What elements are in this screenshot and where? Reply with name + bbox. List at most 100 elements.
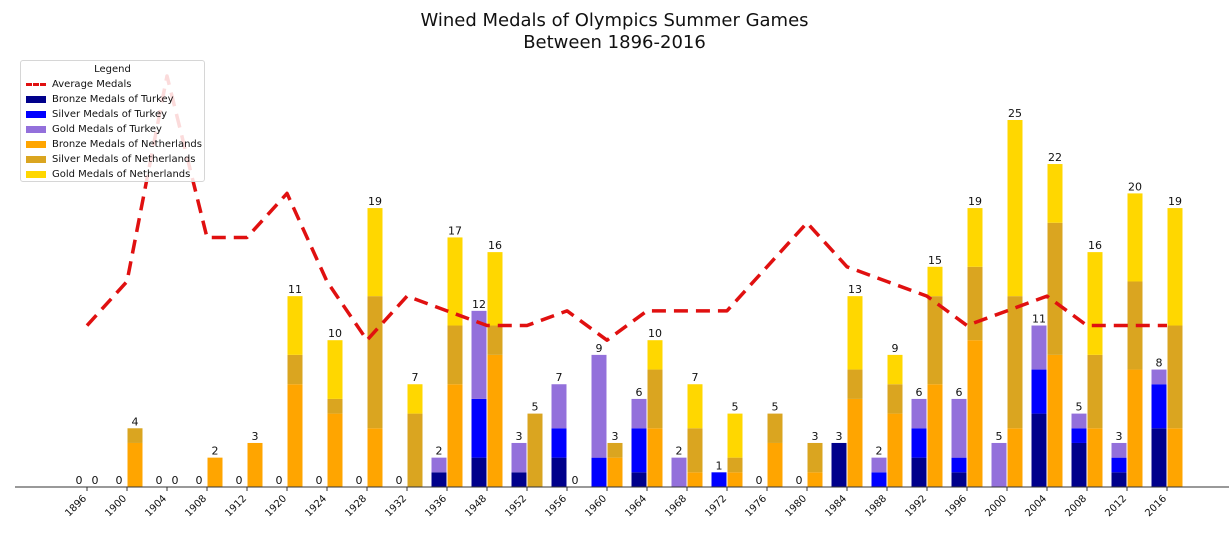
bar-bronze-medals-of-netherlands-1928 — [367, 428, 383, 487]
bar-gold-medals-of-netherlands-2000 — [1007, 120, 1023, 297]
legend-label: Average Medals — [52, 79, 132, 90]
bar-silver-medals-of-netherlands-1972 — [727, 457, 743, 473]
bar-silver-medals-of-turkey-1956 — [551, 428, 567, 458]
bar-bronze-medals-of-netherlands-2012 — [1127, 369, 1143, 487]
x-tick-label-2008: 2008 — [1063, 493, 1089, 519]
bar-bronze-medals-of-turkey-1964 — [631, 472, 647, 487]
legend-label: Gold Medals of Turkey — [52, 124, 162, 135]
bar-gold-medals-of-netherlands-1964 — [647, 340, 663, 370]
x-tick-label-1948: 1948 — [463, 493, 489, 519]
x-tick-label-1980: 1980 — [783, 493, 809, 519]
bar-silver-medals-of-netherlands-2012 — [1127, 281, 1143, 370]
x-tick-label-2004: 2004 — [1023, 493, 1049, 519]
bar-total-label-netherlands-1980: 3 — [812, 430, 819, 443]
bar-silver-medals-of-netherlands-1988 — [887, 384, 903, 414]
bar-gold-medals-of-turkey-1988 — [871, 457, 887, 473]
x-tick-label-1908: 1908 — [183, 493, 209, 519]
x-tick-label-1960: 1960 — [583, 493, 609, 519]
legend-label: Bronze Medals of Turkey — [52, 94, 174, 105]
bar-bronze-medals-of-netherlands-1992 — [927, 384, 943, 487]
x-tick-label-1900: 1900 — [103, 493, 129, 519]
bar-bronze-medals-of-turkey-2012 — [1111, 472, 1127, 487]
bar-total-label-netherlands-1908: 2 — [212, 445, 219, 458]
x-tick-label-1988: 1988 — [863, 493, 889, 519]
x-tick-label-1952: 1952 — [503, 493, 529, 519]
legend-item-silver-netherlands: Silver Medals of Netherlands — [21, 152, 204, 167]
bar-total-label-turkey-1976: 0 — [756, 474, 763, 487]
x-tick-label-1996: 1996 — [943, 493, 969, 519]
bar-silver-medals-of-netherlands-1964 — [647, 369, 663, 429]
bar-gold-medals-of-netherlands-1928 — [367, 208, 383, 297]
x-tick-label-1896: 1896 — [63, 493, 89, 519]
bar-silver-medals-of-netherlands-1932 — [407, 413, 423, 487]
legend-item-bronze-turkey: Bronze Medals of Turkey — [21, 92, 204, 107]
bar-total-label-netherlands-1984: 13 — [848, 283, 862, 296]
bar-silver-medals-of-netherlands-1952 — [527, 413, 543, 487]
bar-bronze-medals-of-netherlands-1912 — [247, 442, 263, 487]
bar-total-label-netherlands-1904: 0 — [172, 474, 179, 487]
bar-total-label-netherlands-1936: 17 — [448, 224, 462, 237]
bar-silver-medals-of-turkey-1988 — [871, 472, 887, 487]
bar-gold-medals-of-netherlands-1936 — [447, 237, 463, 326]
bar-gold-medals-of-netherlands-2012 — [1127, 193, 1143, 282]
x-tick-label-1920: 1920 — [263, 493, 289, 519]
bar-silver-medals-of-turkey-1972 — [711, 472, 727, 487]
legend-label: Silver Medals of Turkey — [52, 109, 168, 120]
bar-total-label-netherlands-1928: 19 — [368, 195, 382, 208]
bar-bronze-medals-of-netherlands-2000 — [1007, 428, 1023, 487]
bar-bronze-medals-of-turkey-2016 — [1151, 428, 1167, 487]
bar-gold-medals-of-turkey-2008 — [1071, 413, 1087, 429]
bar-bronze-medals-of-netherlands-1996 — [967, 340, 983, 487]
legend-swatch-silver-netherlands — [26, 156, 46, 163]
bar-bronze-medals-of-netherlands-1980 — [807, 472, 823, 487]
x-tick-label-2012: 2012 — [1103, 493, 1129, 519]
legend-item-silver-turkey: Silver Medals of Turkey — [21, 107, 204, 122]
bar-silver-medals-of-turkey-1964 — [631, 428, 647, 473]
bar-gold-medals-of-netherlands-2004 — [1047, 164, 1063, 223]
x-tick-label-1936: 1936 — [423, 493, 449, 519]
x-tick-label-1972: 1972 — [703, 493, 729, 519]
legend-item-bronze-netherlands: Bronze Medals of Netherlands — [21, 137, 204, 152]
bar-total-label-netherlands-1896: 0 — [92, 474, 99, 487]
bar-total-label-turkey-2008: 5 — [1076, 401, 1083, 414]
bar-total-label-netherlands-1968: 7 — [692, 371, 699, 384]
bar-total-label-netherlands-1924: 10 — [328, 327, 342, 340]
x-tick-label-1932: 1932 — [383, 493, 409, 519]
x-tick-label-1968: 1968 — [663, 493, 689, 519]
legend-swatch-gold-netherlands — [26, 171, 46, 178]
bar-bronze-medals-of-turkey-2008 — [1071, 442, 1087, 487]
bar-gold-medals-of-netherlands-1972 — [727, 413, 743, 458]
bar-total-label-netherlands-1976: 5 — [772, 401, 779, 414]
x-tick-label-1964: 1964 — [623, 493, 649, 519]
bar-silver-medals-of-netherlands-1960 — [607, 442, 623, 458]
chart-title: Wined Medals of Olympics Summer Games — [420, 10, 809, 31]
bar-silver-medals-of-netherlands-1992 — [927, 296, 943, 385]
bar-total-label-turkey-1904: 0 — [156, 474, 163, 487]
bar-total-label-netherlands-1920: 11 — [288, 283, 302, 296]
bar-silver-medals-of-netherlands-1968 — [687, 428, 703, 473]
bar-bronze-medals-of-turkey-1984 — [831, 442, 847, 487]
bar-gold-medals-of-netherlands-1932 — [407, 384, 423, 414]
bar-total-label-turkey-1912: 0 — [236, 474, 243, 487]
bar-total-label-turkey-2004: 11 — [1032, 313, 1046, 326]
bar-silver-medals-of-netherlands-2000 — [1007, 296, 1023, 429]
bar-bronze-medals-of-turkey-1952 — [511, 472, 527, 487]
bar-silver-medals-of-netherlands-2004 — [1047, 222, 1063, 355]
x-tick-label-1992: 1992 — [903, 493, 929, 519]
bar-total-label-netherlands-1912: 3 — [252, 430, 259, 443]
bar-silver-medals-of-netherlands-1920 — [287, 354, 303, 385]
bar-total-label-netherlands-1964: 10 — [648, 327, 662, 340]
bar-total-label-turkey-1968: 2 — [676, 445, 683, 458]
bar-bronze-medals-of-netherlands-1976 — [767, 442, 783, 487]
bar-total-label-netherlands-1948: 16 — [488, 239, 502, 252]
x-tick-label-1912: 1912 — [223, 493, 249, 519]
bar-silver-medals-of-netherlands-1976 — [767, 413, 783, 443]
chart-subtitle: Between 1896-2016 — [523, 32, 706, 53]
legend-item-gold-netherlands: Gold Medals of Netherlands — [21, 167, 204, 182]
bar-gold-medals-of-netherlands-1948 — [487, 252, 503, 326]
bar-bronze-medals-of-netherlands-1964 — [647, 428, 663, 487]
bar-total-label-netherlands-1932: 7 — [412, 371, 419, 384]
bar-total-label-turkey-1924: 0 — [316, 474, 323, 487]
bar-gold-medals-of-turkey-1996 — [951, 398, 967, 458]
